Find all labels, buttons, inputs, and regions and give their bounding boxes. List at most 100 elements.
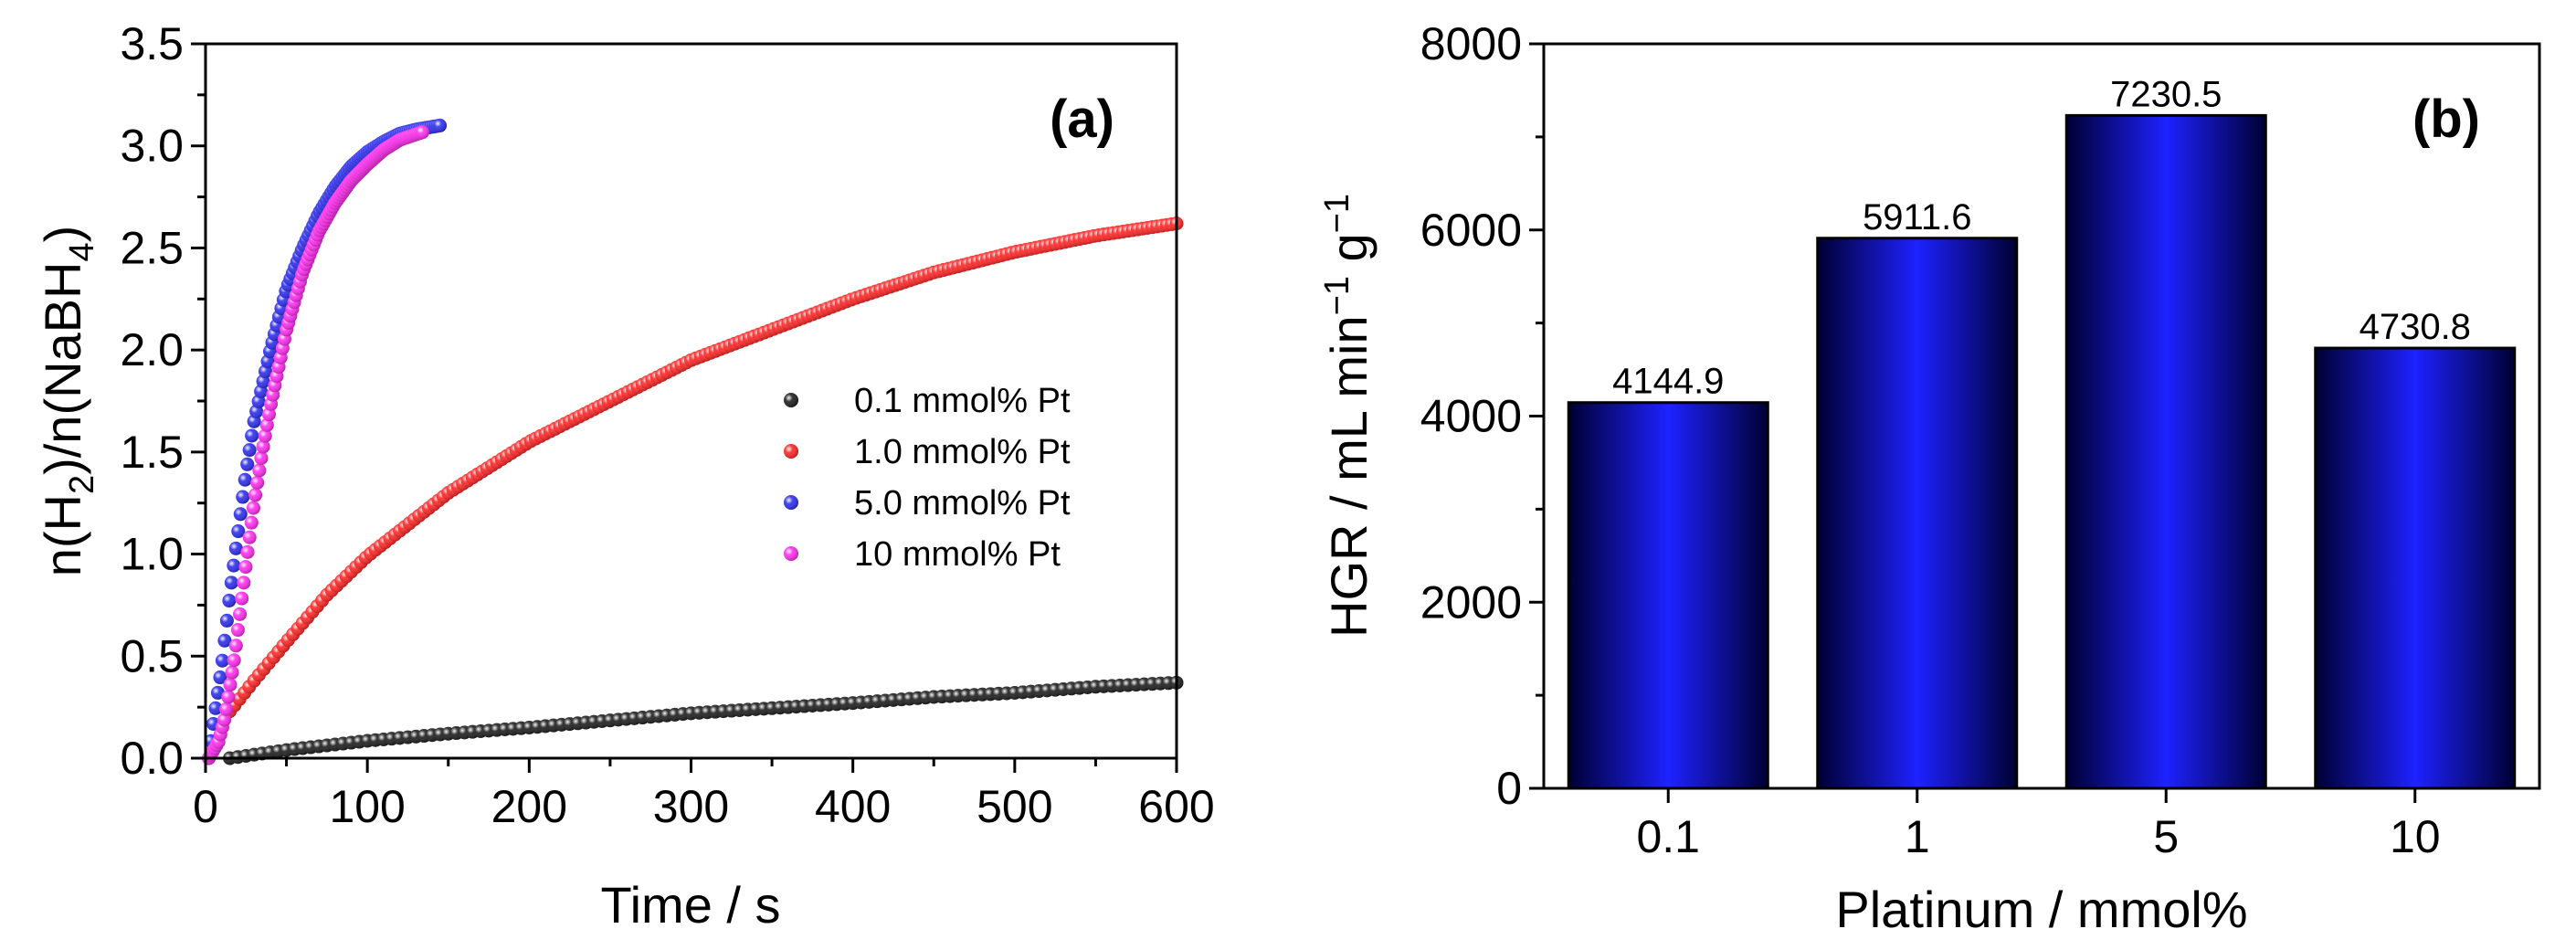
- data-point-shading: [415, 125, 429, 140]
- data-point-shading: [433, 118, 448, 132]
- panel-b-ticks: 0.1 1 5 10 0 2000 4000 6000 8000: [1420, 18, 2441, 862]
- series-1-0-mmol-pt: [223, 216, 1184, 719]
- y-tick-label: 2.5: [120, 222, 184, 273]
- data-point-shading: [242, 443, 257, 458]
- data-point-shading: [224, 575, 238, 590]
- x-category-label: 1: [1905, 811, 1930, 862]
- y-tick-label: 0.0: [120, 733, 184, 784]
- x-category-label: 0.1: [1636, 811, 1700, 862]
- legend-item-0.1-mmol: 0.1 mmol% Pt: [784, 382, 1071, 420]
- panel-b-x-axis-title: Platinum / mmol%: [1835, 881, 2247, 938]
- panel-a-x-axis-title: Time / s: [600, 876, 780, 934]
- panel-b-label: (b): [2412, 90, 2480, 149]
- legend-item-5.0-mmol: 5.0 mmol% Pt: [784, 484, 1071, 522]
- series-0-1-mmol-pt: [223, 675, 1184, 765]
- data-point-shading: [217, 712, 232, 727]
- bar-1: [1816, 237, 2019, 790]
- data-point-shading: [227, 653, 241, 668]
- y-tick-label: 2.0: [120, 324, 184, 375]
- data-point-shading: [221, 690, 236, 704]
- data-point-shading: [242, 530, 257, 544]
- y-tick-label: 4000: [1420, 391, 1522, 442]
- data-point-shading: [228, 541, 243, 555]
- data-point-shading: [238, 472, 252, 487]
- y-tick-label: 0.5: [120, 630, 184, 681]
- data-point-shading: [246, 501, 260, 515]
- data-point-shading: [233, 607, 248, 621]
- bar-value-label: 5911.6: [1863, 197, 1971, 238]
- x-tick-label: 300: [653, 781, 729, 832]
- panel-a-y-axis-title: n(H2)/n(NaBH4): [34, 226, 101, 577]
- data-point-shading: [230, 623, 245, 638]
- panel-a-scatter-chart: 0 100 200 300 400 500 600 0.0 0.5 1.0 1.5 2.0 2.5 3.0…: [34, 18, 1215, 934]
- legend-item-10-mmol: 10 mmol% Pt: [784, 535, 1061, 574]
- data-point-shading: [222, 594, 237, 608]
- data-point-shading: [250, 475, 265, 490]
- panel-b-bars: 4144.9 5911.6 7230.5 4730.8: [1567, 74, 2517, 790]
- x-tick-label: 400: [815, 781, 891, 832]
- panel-a-ticks: 0 100 200 300 400 500 600 0.0 0.5 1.0 1.5 2.0 2.5 3.0…: [120, 18, 1214, 832]
- panel-b-y-axis-title: HGR / mL min−1 g−1: [1318, 194, 1378, 638]
- data-point-shading: [261, 407, 276, 422]
- data-point-shading: [245, 428, 259, 443]
- data-point-shading: [240, 457, 255, 471]
- data-point-shading: [236, 490, 250, 504]
- bar-value-label: 7230.5: [2110, 74, 2222, 114]
- data-point-shading: [256, 439, 270, 454]
- x-category-label: 10: [2390, 811, 2441, 862]
- data-point-shading: [252, 463, 267, 478]
- data-point-shading: [244, 515, 259, 530]
- y-tick-label: 8000: [1420, 18, 1522, 69]
- legend-label-5.0-mmol: 5.0 mmol% Pt: [854, 484, 1071, 522]
- data-point-shading: [223, 678, 238, 692]
- x-tick-label: 0: [193, 781, 218, 832]
- panel-a-label: (a): [1050, 90, 1114, 149]
- y-tick-label: 2000: [1420, 576, 1522, 628]
- data-point-shading: [235, 591, 249, 606]
- data-point-shading: [217, 633, 232, 648]
- data-point-shading: [208, 701, 223, 715]
- legend-marker-shading: [784, 444, 798, 459]
- y-tick-label: 3.5: [120, 18, 184, 69]
- legend-marker-shading: [784, 393, 798, 407]
- y-tick-label: 0: [1496, 763, 1522, 814]
- bar-value-label: 4730.8: [2360, 307, 2471, 347]
- data-point-shading: [227, 558, 241, 573]
- y-tick-label: 1.5: [120, 427, 184, 478]
- data-point-shading: [233, 507, 248, 522]
- x-tick-label: 600: [1138, 781, 1214, 832]
- data-point-shading: [215, 653, 229, 668]
- bar-5: [2064, 113, 2267, 790]
- x-category-label: 5: [2153, 811, 2179, 862]
- data-point-shading: [228, 639, 243, 653]
- data-point-shading: [240, 544, 255, 559]
- x-tick-label: 100: [329, 781, 405, 832]
- bar-10: [2314, 346, 2517, 790]
- data-point-shading: [259, 417, 274, 432]
- legend-label-1.0-mmol: 1.0 mmol% Pt: [854, 433, 1071, 471]
- panel-a-legend: 0.1 mmol% Pt 1.0 mmol% Pt 5.0 mmol% Pt 1…: [784, 382, 1071, 574]
- y-tick-label: 6000: [1420, 205, 1522, 256]
- data-point-shading: [225, 665, 239, 680]
- legend-marker-shading: [784, 546, 798, 561]
- data-point-shading: [219, 702, 234, 716]
- bar-value-label: 4144.9: [1612, 362, 1724, 402]
- data-point-shading: [231, 524, 246, 539]
- bar-0.1: [1567, 401, 1769, 790]
- data-point-shading: [258, 428, 272, 443]
- data-point-shading: [210, 685, 225, 700]
- legend-item-1.0-mmol: 1.0 mmol% Pt: [784, 433, 1071, 471]
- x-tick-label: 200: [491, 781, 567, 832]
- legend-label-0.1-mmol: 0.1 mmol% Pt: [854, 382, 1071, 420]
- data-point-shading: [248, 488, 263, 502]
- data-point-shading: [238, 560, 253, 575]
- data-point-shading: [237, 575, 251, 590]
- y-tick-label: 1.0: [120, 529, 184, 580]
- panel-b-bar-chart: 4144.9 5911.6 7230.5 4730.8 0.1 1 5 10 0 2000 400…: [1318, 18, 2541, 938]
- x-tick-label: 500: [977, 781, 1052, 832]
- data-point-shading: [213, 670, 227, 685]
- panel-a-points: [202, 118, 1184, 765]
- data-point-shading: [254, 451, 269, 466]
- series-10-mmol-pt: [202, 125, 429, 765]
